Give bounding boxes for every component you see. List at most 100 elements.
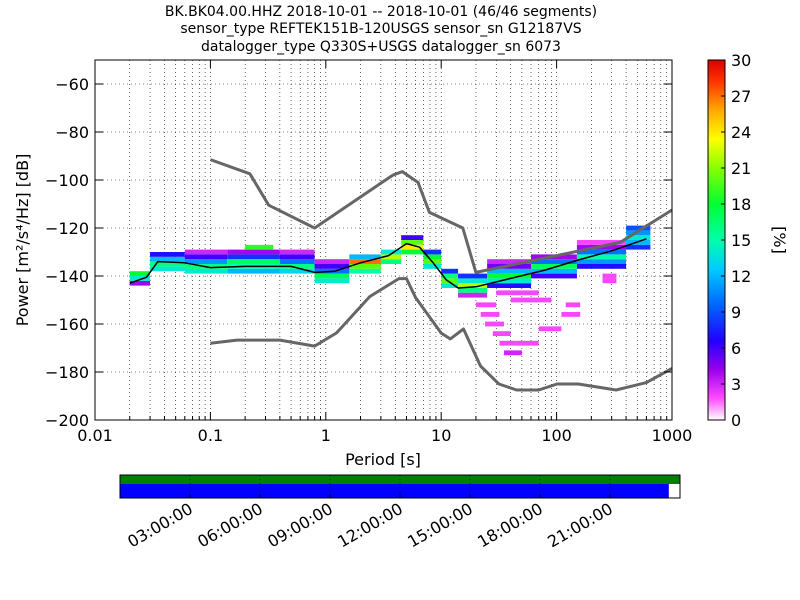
- psd-cell: [279, 254, 315, 260]
- psd-cell: [314, 264, 350, 269]
- psd-cell: [129, 271, 151, 276]
- colorbar-tick-label: 15: [731, 231, 751, 250]
- psd-cell: [184, 259, 228, 264]
- colorbar-tick-label: 27: [731, 87, 751, 106]
- psd-cell: [510, 297, 552, 303]
- psd-cell: [503, 350, 522, 356]
- psd-cell: [458, 273, 488, 279]
- colorbar-tick-label: 30: [731, 51, 751, 70]
- psd-cell: [602, 278, 617, 284]
- psd-cell: [487, 278, 531, 284]
- psd-cell: [150, 266, 185, 272]
- psd-cell: [499, 340, 517, 346]
- psd-cell: [129, 280, 151, 286]
- psd-cell: [441, 283, 459, 288]
- colorbar-ticks: 0 3 6 9 12 15 18 21 24 27 30: [721, 51, 751, 430]
- x-tick-label: 0.1: [198, 426, 223, 445]
- psd-cell: [496, 290, 539, 296]
- colorbar-tick-label: 6: [731, 339, 741, 358]
- psd-cell: [576, 264, 627, 269]
- plot-frame: [94, 59, 673, 421]
- plot-area: [95, 60, 672, 420]
- psd-cell: [380, 254, 402, 260]
- psd-cell: [492, 331, 511, 336]
- colorbar-tick-label: 12: [731, 267, 751, 286]
- psd-cell: [245, 244, 274, 250]
- grid: [94, 60, 672, 421]
- y-axis-ticks: −200 −180 −160 −140 −120 −100 −80 −60: [45, 75, 672, 430]
- psd-cell: [401, 235, 424, 240]
- psd-cell: [314, 259, 350, 264]
- psd-cell: [279, 264, 315, 269]
- psd-cell: [561, 312, 581, 317]
- psd-cell: [279, 249, 315, 255]
- psd-cell: [349, 254, 381, 260]
- psd-cell: [227, 254, 280, 260]
- psd-cell: [530, 273, 577, 279]
- psd-cell: [458, 283, 488, 288]
- psd-cell: [380, 249, 402, 255]
- y-tick-label: −200: [45, 411, 89, 430]
- psd-cell: [487, 259, 531, 264]
- y-tick-label: −140: [45, 267, 89, 286]
- coverage-bar-data: [120, 484, 669, 498]
- colorbar-tick-label: 0: [731, 411, 741, 430]
- psd-cell: [626, 235, 651, 240]
- psd-cell: [184, 254, 228, 260]
- psd-cell: [458, 288, 488, 293]
- x-tick-label: 1000: [652, 426, 693, 445]
- colorbar-tick-label: 9: [731, 303, 741, 322]
- new-low-noise-model: [210, 277, 673, 392]
- time-tick-label: 18:00:00: [474, 499, 546, 551]
- x-tick-label: 10: [431, 426, 451, 445]
- psd-cell: [538, 326, 562, 332]
- time-tick-label: 03:00:00: [124, 499, 196, 551]
- psd-cell: [626, 244, 651, 250]
- time-coverage-bar: 03:00:0006:00:0009:00:0012:00:0015:00:00…: [119, 474, 681, 551]
- colorbar-label: [%]: [770, 226, 789, 254]
- title-line-3: datalogger_type Q330S+USGS datalogger_sn…: [201, 39, 561, 55]
- psd-cell: [423, 249, 442, 255]
- y-tick-label: −160: [45, 315, 89, 334]
- psd-cell: [349, 268, 381, 274]
- colorbar-tick-label: 21: [731, 159, 751, 178]
- time-tick-label: 15:00:00: [404, 499, 476, 551]
- psd-cell: [487, 268, 531, 274]
- psd-cell: [458, 278, 488, 284]
- psd-cell: [184, 249, 228, 255]
- psd-cell: [530, 259, 577, 264]
- psd-cell: [314, 273, 350, 279]
- colorbar-tick-label: 18: [731, 195, 751, 214]
- psd-cell: [576, 240, 627, 245]
- psd-cell: [458, 292, 488, 298]
- psd-cell: [530, 268, 577, 274]
- psd-cell: [349, 264, 381, 269]
- psd-cell: [279, 268, 315, 274]
- x-tick-label: 0.01: [77, 426, 113, 445]
- psd-cell: [626, 225, 651, 231]
- psd-cell: [480, 312, 500, 317]
- y-tick-label: −180: [45, 363, 89, 382]
- psd-cell: [401, 244, 424, 250]
- psd-cell: [184, 268, 228, 274]
- y-tick-label: −60: [55, 75, 89, 94]
- time-tick-label: 12:00:00: [334, 499, 406, 551]
- psd-cell: [150, 261, 185, 267]
- psd-cell: [441, 278, 459, 284]
- psd-cell: [475, 302, 497, 308]
- noise-model-lines: [129, 158, 673, 392]
- colorbar-tick-label: 24: [731, 123, 751, 142]
- psd-cell: [441, 268, 459, 274]
- time-tick-label: 09:00:00: [264, 499, 336, 551]
- time-tick-label: 21:00:00: [544, 499, 616, 551]
- psd-cell: [487, 283, 531, 288]
- psd-cell: [401, 240, 424, 245]
- psd-cell: [576, 249, 627, 255]
- psd-cell: [314, 278, 350, 284]
- colorbar-tick-label: 3: [731, 375, 741, 394]
- mode-line: [129, 238, 647, 289]
- x-tick-label: 1: [321, 426, 331, 445]
- psd-cell: [530, 264, 577, 269]
- psd-cell: [423, 254, 442, 260]
- y-tick-label: −100: [45, 171, 89, 190]
